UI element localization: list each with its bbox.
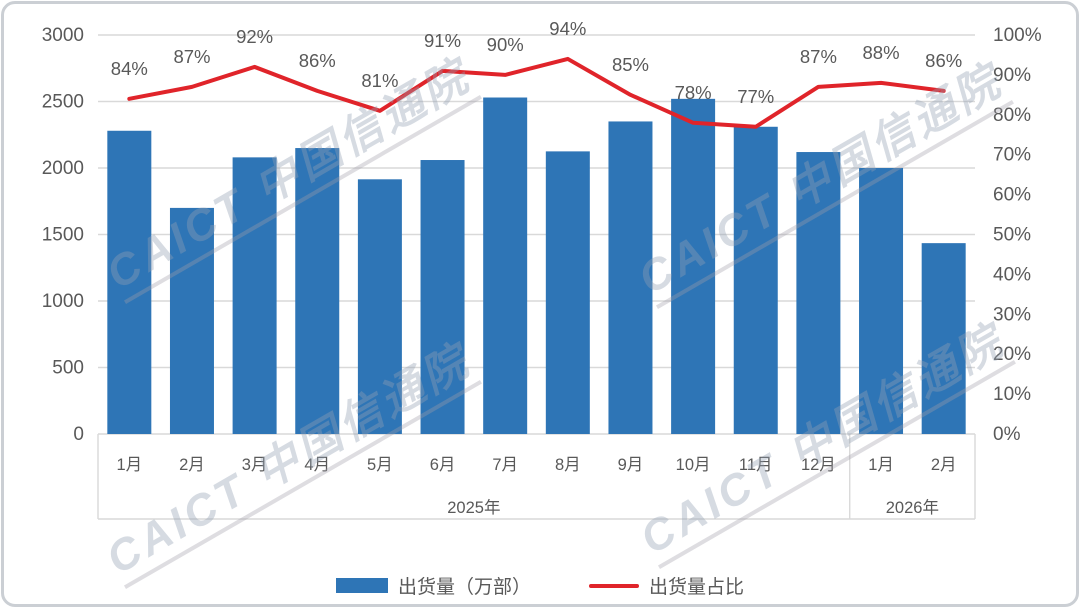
x-tick-label: 6月 xyxy=(430,456,456,474)
x-tick-label: 2月 xyxy=(931,456,957,474)
share-data-label: 86% xyxy=(925,50,962,71)
share-data-label: 90% xyxy=(487,34,524,55)
shipment-bar xyxy=(921,243,966,434)
shipment-bar xyxy=(295,148,340,435)
x-tick-label: 2月 xyxy=(179,456,205,474)
x-tick-label: 12月 xyxy=(801,456,836,474)
share-data-label: 88% xyxy=(863,42,900,63)
year-label-2025: 2025年 xyxy=(447,498,500,517)
right-axis-tick: 10% xyxy=(993,384,1031,405)
left-axis-tick: 2000 xyxy=(42,158,84,179)
x-tick-label: 1月 xyxy=(116,456,142,474)
shipment-bar xyxy=(357,179,402,434)
left-axis-tick: 500 xyxy=(52,358,84,379)
share-data-label: 86% xyxy=(299,50,336,71)
shipment-bar xyxy=(671,98,716,434)
x-tick-label: 9月 xyxy=(618,456,644,474)
share-data-label: 87% xyxy=(800,46,837,67)
share-data-label: 81% xyxy=(361,70,398,91)
chart-legend: 出货量（万部） 出货量占比 xyxy=(0,572,1080,599)
bar-series-swatch xyxy=(335,578,388,593)
right-axis-tick: 70% xyxy=(993,145,1031,166)
x-tick-label: 7月 xyxy=(492,456,518,474)
line-series-label: 出货量占比 xyxy=(649,577,745,598)
right-axis-tick: 100% xyxy=(993,25,1042,46)
legend-item-shipments: 出货量（万部） xyxy=(335,572,531,599)
share-data-label: 84% xyxy=(111,58,148,79)
line-series-swatch xyxy=(589,583,639,588)
shipment-bar xyxy=(232,157,277,435)
year-label-2026: 2026年 xyxy=(886,498,939,517)
x-tick-label: 11月 xyxy=(739,456,773,474)
legend-item-share: 出货量占比 xyxy=(589,572,744,599)
right-axis-tick: 60% xyxy=(993,185,1031,206)
share-data-label: 91% xyxy=(424,30,461,51)
shipment-bar xyxy=(169,207,214,434)
shipment-bar xyxy=(483,97,528,434)
x-tick-label: 1月 xyxy=(868,456,894,474)
left-axis-tick: 3000 xyxy=(42,25,84,46)
share-data-label: 92% xyxy=(236,26,273,47)
right-axis-tick: 40% xyxy=(993,264,1031,285)
x-tick-label: 8月 xyxy=(555,456,581,474)
x-tick-label: 3月 xyxy=(242,456,268,474)
shipment-bar xyxy=(796,152,841,435)
x-tick-label: 4月 xyxy=(304,456,330,474)
shipment-bar xyxy=(545,151,590,434)
left-axis-tick: 1000 xyxy=(42,291,84,312)
share-data-label: 77% xyxy=(737,86,774,107)
x-tick-label: 5月 xyxy=(367,456,393,474)
share-data-label: 85% xyxy=(612,54,649,75)
x-tick-label: 10月 xyxy=(676,456,711,474)
left-axis-tick: 0 xyxy=(73,424,84,445)
left-axis-tick: 1500 xyxy=(42,225,84,246)
share-data-label: 94% xyxy=(549,18,586,39)
right-axis-tick: 0% xyxy=(993,424,1021,445)
shipment-bar xyxy=(733,126,778,435)
share-data-label: 78% xyxy=(675,82,712,103)
right-axis-tick: 30% xyxy=(993,304,1031,325)
right-axis-tick: 20% xyxy=(993,344,1031,365)
shipment-bar xyxy=(859,168,904,434)
right-axis-tick: 80% xyxy=(993,105,1031,126)
right-axis-tick: 90% xyxy=(993,65,1031,86)
bar-series-label: 出货量（万部） xyxy=(397,577,531,598)
right-axis-tick: 50% xyxy=(993,225,1031,246)
shipment-bar xyxy=(107,130,152,434)
shipment-bar xyxy=(420,160,465,434)
shipment-bar xyxy=(608,121,653,434)
share-line xyxy=(127,56,946,129)
share-data-label: 87% xyxy=(173,46,210,67)
left-axis-tick: 2500 xyxy=(42,92,84,113)
